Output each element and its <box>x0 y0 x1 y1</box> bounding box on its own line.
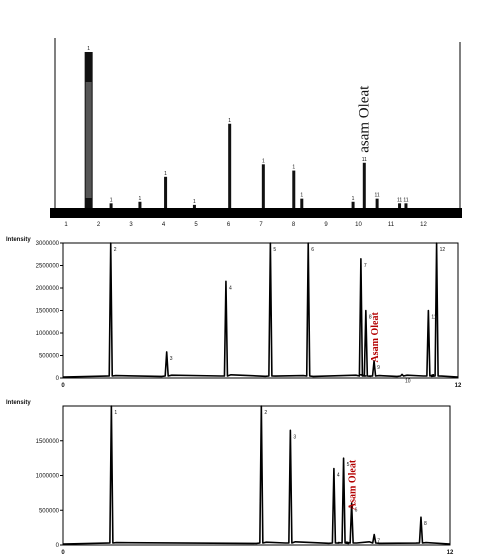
panel-1-x-tick: 9 <box>324 222 328 228</box>
panel-3-y-tick-label: 500000 <box>39 508 60 514</box>
panel-1-peak-shade <box>85 82 92 198</box>
panel-2-peak-label: 8 <box>369 315 372 321</box>
panel-1-annotation: asam Oleat <box>356 85 372 153</box>
panel-3-peak-label: 7 <box>377 539 380 545</box>
panel-1-peak-label: 1 <box>193 199 196 205</box>
panel-1-peak-bar <box>164 176 168 208</box>
panel-3-peak-label: 2 <box>264 410 267 416</box>
panel-1-peak-bar <box>398 203 402 208</box>
panel-1-peak-label: 1 <box>228 118 231 124</box>
panel-3-y-tick-label: 1000000 <box>36 474 60 480</box>
panel-1-peak-label: 1 <box>352 196 355 202</box>
panel-3-peak-label: 1 <box>114 410 117 416</box>
panel-2-peak-label: 6 <box>311 247 314 253</box>
panel-3-peak-label: 3 <box>293 434 296 440</box>
panel-1-x-tick: 10 <box>355 222 362 228</box>
panel-2-peak-label: 11 <box>431 315 436 321</box>
panel-3-peak-label: 4 <box>337 473 340 479</box>
panel-1-peak-bar <box>404 203 408 208</box>
panel-2-y-label: Intensity <box>6 237 31 243</box>
panel-1-peak-bar <box>138 201 142 208</box>
panel-1-peak-label: 1 <box>139 196 142 202</box>
panel-1-peak-bar <box>362 162 366 208</box>
panel-2-peak-label: 10 <box>405 378 411 384</box>
panel-1-peak-bar <box>375 198 379 208</box>
panel-3-peak-label: 8 <box>424 521 427 527</box>
panel-1-x-tick: 7 <box>259 222 263 228</box>
panel-2-x-tick-label: 0 <box>61 383 65 389</box>
panel-1-x-tick: 12 <box>420 222 427 228</box>
panel-1-peak-label: 1 <box>300 193 303 199</box>
panel-3-peak-label: 6 <box>355 507 358 513</box>
panel-3-trace <box>62 405 451 545</box>
panel-3-y-label: Intensity <box>6 400 31 406</box>
panel-1-x-tick: 1 <box>64 222 68 228</box>
panel-2: Intensity3000000250000020000001500000100… <box>6 237 462 389</box>
panel-1-peak-label: 1 <box>164 171 167 177</box>
panel-2-x-tick-label: 12 <box>455 383 462 389</box>
panel-1-peak-label: 11 <box>362 157 367 163</box>
panel-3-peak-label: 5 <box>347 462 350 468</box>
panel-1-x-tick: 8 <box>292 222 296 228</box>
panel-1-peak-label: 1 <box>262 158 265 164</box>
panel-2-peak-label: 9 <box>377 365 380 371</box>
panel-2-y-tick-label: 0 <box>56 376 60 382</box>
panel-2-peak-label: 2 <box>114 247 117 253</box>
panel-1-baseline-bar <box>50 208 462 218</box>
panel-1-peak-label: 1 <box>110 197 113 203</box>
panel-1-x-tick: 6 <box>227 222 231 228</box>
panel-1-x-tick: 3 <box>129 222 133 228</box>
panel-1-peak-label: 11 <box>397 197 402 203</box>
panel-1-peak-bar <box>109 203 113 208</box>
panel-2-trace <box>62 242 459 378</box>
panel-2-y-tick-label: 3000000 <box>36 241 60 247</box>
panel-1-peak-bar <box>261 164 265 208</box>
panel-2-frame <box>62 242 459 379</box>
panel-1-peak-label: 11 <box>375 193 380 199</box>
panel-1-peak-label: 1 <box>87 46 90 52</box>
panel-1-peak-bar <box>192 204 196 208</box>
panel-1-peak-bar <box>228 123 232 208</box>
panel-2-y-tick-label: 1500000 <box>36 309 60 315</box>
panel-1-x-tick: 11 <box>388 222 395 228</box>
panel-2-peak-label: 5 <box>273 247 276 253</box>
panel-2-y-tick-label: 2000000 <box>36 286 60 292</box>
panel-3-x-tick-label: 0 <box>61 550 65 556</box>
panel-2-y-tick-label: 2500000 <box>36 264 60 270</box>
panel-1-peak-bar <box>300 198 304 208</box>
panel-1-x-tick: 5 <box>194 222 198 228</box>
panel-3-y-tick-label: 0 <box>56 543 60 549</box>
panel-2-peak-label: 12 <box>440 247 446 253</box>
panel-2-y-tick-label: 1000000 <box>36 331 60 337</box>
panel-1-peak-bar <box>292 170 296 208</box>
panel-1-peak-bar <box>351 201 355 208</box>
panel-1-peak-label: 11 <box>403 197 408 203</box>
panel-2-annotation: Asam Oleat <box>370 312 381 363</box>
panel-1-x-tick: 4 <box>162 222 166 228</box>
panel-1-x-tick: 2 <box>97 222 101 228</box>
panel-3-x-tick-label: 12 <box>447 550 454 556</box>
panel-3-frame <box>62 405 451 546</box>
panel-2-peak-label: 3 <box>170 356 173 362</box>
panel-2-peak-label: 7 <box>364 263 367 269</box>
panel-2-peak-label: 4 <box>229 285 232 291</box>
panel-3-y-tick-label: 1500000 <box>36 439 60 445</box>
panel-2-y-tick-label: 500000 <box>39 354 60 360</box>
panel-3-annotation: Asam Oleat <box>348 459 359 510</box>
panel-1-peak-label: 1 <box>292 165 295 171</box>
